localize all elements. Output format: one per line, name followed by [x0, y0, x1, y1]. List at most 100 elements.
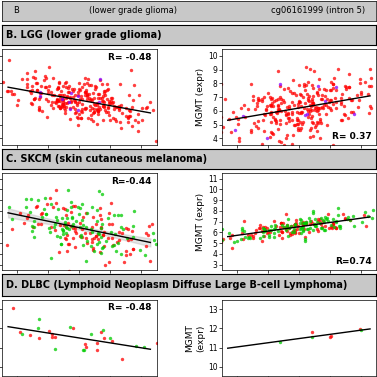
- Point: [235, 121, 241, 127]
- Point: [368, 83, 374, 89]
- Point: [70, 94, 76, 100]
- Point: [342, 216, 348, 222]
- Point: [64, 94, 70, 100]
- Point: [36, 107, 42, 113]
- Point: [322, 227, 328, 233]
- Point: [114, 239, 120, 245]
- Point: [339, 91, 345, 97]
- Point: [320, 218, 326, 224]
- Point: [42, 73, 48, 79]
- Point: [251, 120, 257, 126]
- Point: [275, 107, 281, 113]
- Point: [326, 97, 333, 103]
- Point: [316, 76, 322, 82]
- Point: [294, 117, 300, 123]
- Point: [131, 83, 137, 89]
- Point: [322, 223, 328, 229]
- Point: [9, 216, 15, 222]
- Point: [84, 95, 90, 101]
- Point: [14, 102, 20, 108]
- Point: [95, 188, 101, 194]
- Point: [0, 79, 6, 85]
- Point: [48, 201, 54, 207]
- Point: [29, 223, 35, 229]
- Point: [66, 226, 72, 232]
- Point: [55, 84, 61, 90]
- Point: [273, 223, 279, 229]
- Point: [333, 99, 339, 105]
- Point: [250, 93, 256, 100]
- Point: [261, 233, 267, 239]
- Point: [84, 210, 90, 216]
- Point: [305, 115, 311, 121]
- Text: B: B: [13, 6, 19, 15]
- Point: [245, 232, 251, 238]
- Point: [118, 102, 124, 108]
- Point: [291, 226, 297, 232]
- Point: [101, 335, 107, 341]
- Point: [292, 221, 298, 227]
- Point: [83, 89, 89, 95]
- Point: [310, 227, 316, 233]
- Point: [323, 111, 329, 117]
- Point: [65, 85, 71, 91]
- Point: [314, 90, 320, 96]
- Point: [343, 84, 349, 90]
- Point: [74, 218, 80, 224]
- Y-axis label: MGMT
(expr): MGMT (expr): [185, 324, 205, 352]
- Point: [51, 92, 57, 98]
- Point: [72, 203, 78, 209]
- Point: [293, 222, 299, 228]
- Point: [268, 119, 274, 125]
- Point: [107, 117, 113, 123]
- Point: [103, 109, 109, 115]
- Point: [35, 221, 41, 227]
- Point: [63, 207, 69, 213]
- Point: [139, 117, 145, 123]
- Point: [121, 259, 127, 265]
- Point: [293, 92, 299, 98]
- Point: [97, 249, 103, 255]
- Point: [110, 212, 116, 218]
- Point: [33, 80, 39, 86]
- Point: [44, 98, 51, 104]
- Point: [24, 215, 30, 221]
- Point: [36, 316, 42, 322]
- Point: [285, 216, 291, 222]
- Point: [312, 124, 318, 130]
- Point: [275, 126, 281, 132]
- Point: [70, 88, 76, 94]
- Point: [362, 79, 368, 85]
- Point: [294, 109, 300, 115]
- Point: [268, 222, 274, 228]
- Point: [287, 225, 293, 231]
- Point: [89, 97, 95, 103]
- Point: [295, 125, 301, 131]
- Point: [94, 207, 100, 213]
- Point: [277, 117, 283, 123]
- Point: [277, 83, 283, 89]
- Point: [31, 96, 37, 102]
- Point: [80, 214, 86, 220]
- Point: [78, 109, 84, 115]
- Point: [58, 88, 64, 94]
- Point: [220, 236, 226, 242]
- Point: [43, 96, 49, 102]
- Point: [111, 106, 117, 112]
- Point: [101, 99, 107, 105]
- Point: [36, 97, 42, 103]
- Point: [92, 83, 98, 89]
- Point: [294, 226, 300, 232]
- Point: [330, 221, 336, 227]
- Point: [309, 100, 315, 106]
- Point: [309, 119, 315, 125]
- Point: [264, 103, 270, 109]
- Point: [126, 113, 132, 119]
- Point: [101, 90, 107, 96]
- Point: [111, 242, 117, 248]
- Point: [319, 224, 325, 230]
- Point: [278, 139, 284, 146]
- Point: [268, 112, 274, 118]
- Point: [333, 84, 339, 90]
- Point: [62, 80, 68, 86]
